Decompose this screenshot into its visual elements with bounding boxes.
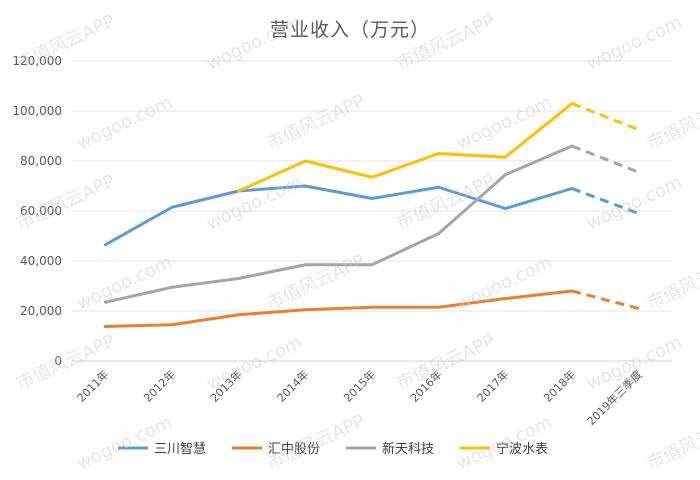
watermark-text: wogoo.com [583,12,685,75]
legend-entry-1: 汇中股份 [268,442,320,457]
series-forecast-line-3 [571,102,640,132]
y-tick-label-120000: 120,000 [12,54,62,68]
watermark-text: wogoo.com [203,172,305,235]
series-line-0 [103,184,574,247]
legend-entry-0: 三川智慧 [154,441,206,457]
x-tick-label-1: 2012年 [141,367,178,404]
watermark-text: 市值风云APP [643,411,700,475]
y-tick-label-0: 0 [54,354,62,368]
series-lines [103,102,640,328]
y-tick-label-80000: 80,000 [20,154,62,168]
y-tick-label-60000: 60,000 [20,204,62,218]
gridlines [72,60,672,362]
x-tick-label-6: 2017年 [474,367,511,404]
watermark-text: 市值风云APP [643,91,700,155]
series-forecast-line-2 [571,144,640,174]
watermark-text: 市值风云APP [393,331,498,395]
series-line-2 [103,144,574,304]
y-axis-ticks: 0 20,000 40,000 60,000 80,000 100,000 120,000 [12,54,62,368]
watermark-text: 市值风云APP [643,251,700,315]
watermark-text: 市值风云APP [263,251,368,315]
watermark-text: wogoo.com [583,172,685,235]
chart-title: 营业收入（万元） [270,19,430,41]
legend: 三川智慧 汇中股份 新天科技 宁波水表 [118,441,548,457]
series-forecast-line-1 [571,289,640,310]
watermark-text: 市值风云APP [263,91,368,155]
series-line-1 [103,289,574,328]
x-tick-label-4: 2015年 [341,367,378,404]
watermark-text: 市值风云APP [13,11,118,75]
series-forecast-line-0 [571,187,640,215]
watermark-text: wogoo.com [73,92,175,155]
legend-entry-2: 新天科技 [382,441,434,457]
watermark-text: wogoo.com [453,92,555,155]
x-tick-label-0: 2011年 [74,367,111,404]
series-line-3 [237,102,574,193]
y-tick-label-20000: 20,000 [20,304,62,318]
watermark-text: wogoo.com [203,12,305,75]
watermark-text: 市值风云APP [13,171,118,235]
y-tick-label-100000: 100,000 [12,104,62,118]
x-tick-label-3: 2014年 [274,367,311,404]
y-tick-label-40000: 40,000 [20,254,62,268]
x-tick-label-7: 2018年 [541,367,578,404]
legend-entry-3: 宁波水表 [496,441,548,457]
watermark-layer: 市值风云APP wogoo.com 市值风云APP wogoo.com wogoo.co… [13,11,700,475]
